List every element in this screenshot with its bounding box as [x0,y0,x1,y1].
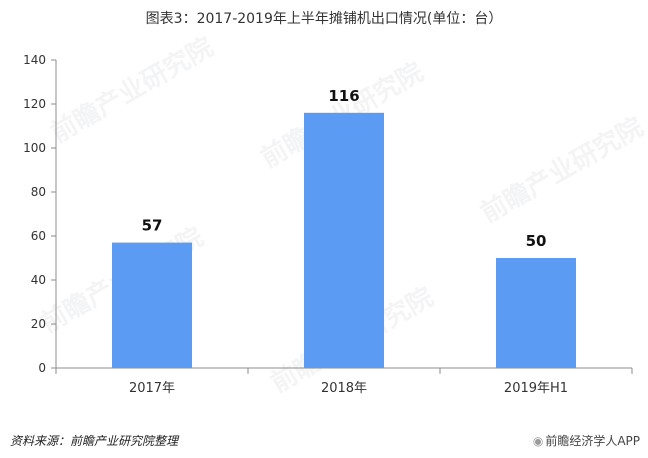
y-tick-label: 120 [23,97,46,111]
y-tick-label: 40 [31,273,46,287]
data-label: 50 [526,232,547,250]
y-tick-label: 60 [31,229,46,243]
source-note: 资料来源：前瞻产业研究院整理 [10,434,179,448]
y-tick-label: 100 [23,141,46,155]
bar [304,112,384,368]
y-tick-label: 20 [31,317,46,331]
x-tick-label: 2019年H1 [504,381,568,396]
data-label: 57 [142,217,163,235]
y-tick-label: 0 [38,361,46,375]
bar [496,258,576,368]
x-tick-label: 2018年 [321,381,367,396]
chart-title: 图表3：2017-2019年上半年摊铺机出口情况(单位：台） [145,11,503,27]
brand-text: 前瞻经济学人APP [545,434,640,448]
x-tick-label: 2017年 [129,381,175,396]
data-label: 116 [328,87,359,105]
bird-logo-icon: ◉ [532,434,544,448]
bar [112,242,192,368]
brand-label: ◉ 前瞻经济学人APP [533,432,640,449]
y-tick-label: 80 [31,185,46,199]
y-tick-label: 140 [23,53,46,67]
bar-chart: 0 20 40 60 80 100 120 140 57 2017年 116 2018年 50 2019年… [23,53,633,396]
